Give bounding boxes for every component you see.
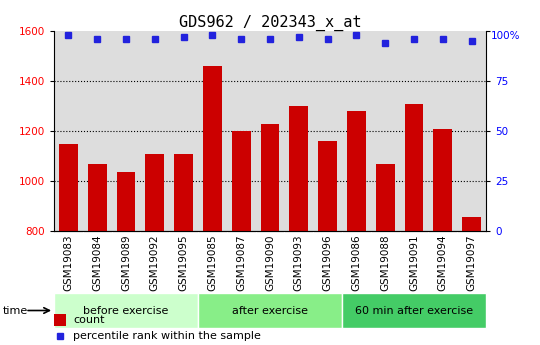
Bar — [117, 172, 136, 231]
Text: GSM19085: GSM19085 — [207, 234, 218, 291]
Text: GSM19096: GSM19096 — [322, 234, 333, 291]
Text: time: time — [3, 306, 28, 315]
Text: GSM19091: GSM19091 — [409, 234, 419, 291]
Bar — [59, 144, 78, 231]
Bar — [261, 124, 279, 231]
Bar — [54, 314, 66, 326]
Text: GSM19087: GSM19087 — [236, 234, 246, 291]
Text: GSM19083: GSM19083 — [63, 234, 73, 291]
Text: percentile rank within the sample: percentile rank within the sample — [73, 332, 261, 341]
Text: GSM19097: GSM19097 — [467, 234, 477, 291]
Text: GSM19088: GSM19088 — [380, 234, 390, 291]
Title: GDS962 / 202343_x_at: GDS962 / 202343_x_at — [179, 15, 361, 31]
Bar — [318, 141, 337, 231]
Bar — [54, 293, 198, 328]
Text: GSM19090: GSM19090 — [265, 234, 275, 291]
Text: 100%: 100% — [490, 31, 520, 41]
Text: GSM19084: GSM19084 — [92, 234, 102, 291]
Bar — [88, 164, 106, 231]
Text: after exercise: after exercise — [232, 306, 308, 315]
Bar — [145, 154, 164, 231]
Bar — [174, 154, 193, 231]
Bar — [203, 66, 222, 231]
Bar — [342, 293, 486, 328]
Text: GSM19095: GSM19095 — [179, 234, 188, 291]
Text: 60 min after exercise: 60 min after exercise — [355, 306, 473, 315]
Bar — [347, 111, 366, 231]
Bar — [198, 293, 342, 328]
Bar — [289, 106, 308, 231]
Text: GSM19094: GSM19094 — [438, 234, 448, 291]
Text: GSM19092: GSM19092 — [150, 234, 160, 291]
Bar — [404, 104, 423, 231]
Bar — [462, 217, 481, 231]
Text: count: count — [73, 315, 104, 325]
Text: before exercise: before exercise — [83, 306, 168, 315]
Bar — [232, 131, 251, 231]
Bar — [376, 164, 395, 231]
Bar — [434, 129, 452, 231]
Text: GSM19086: GSM19086 — [352, 234, 361, 291]
Text: GSM19093: GSM19093 — [294, 234, 304, 291]
Text: GSM19089: GSM19089 — [121, 234, 131, 291]
